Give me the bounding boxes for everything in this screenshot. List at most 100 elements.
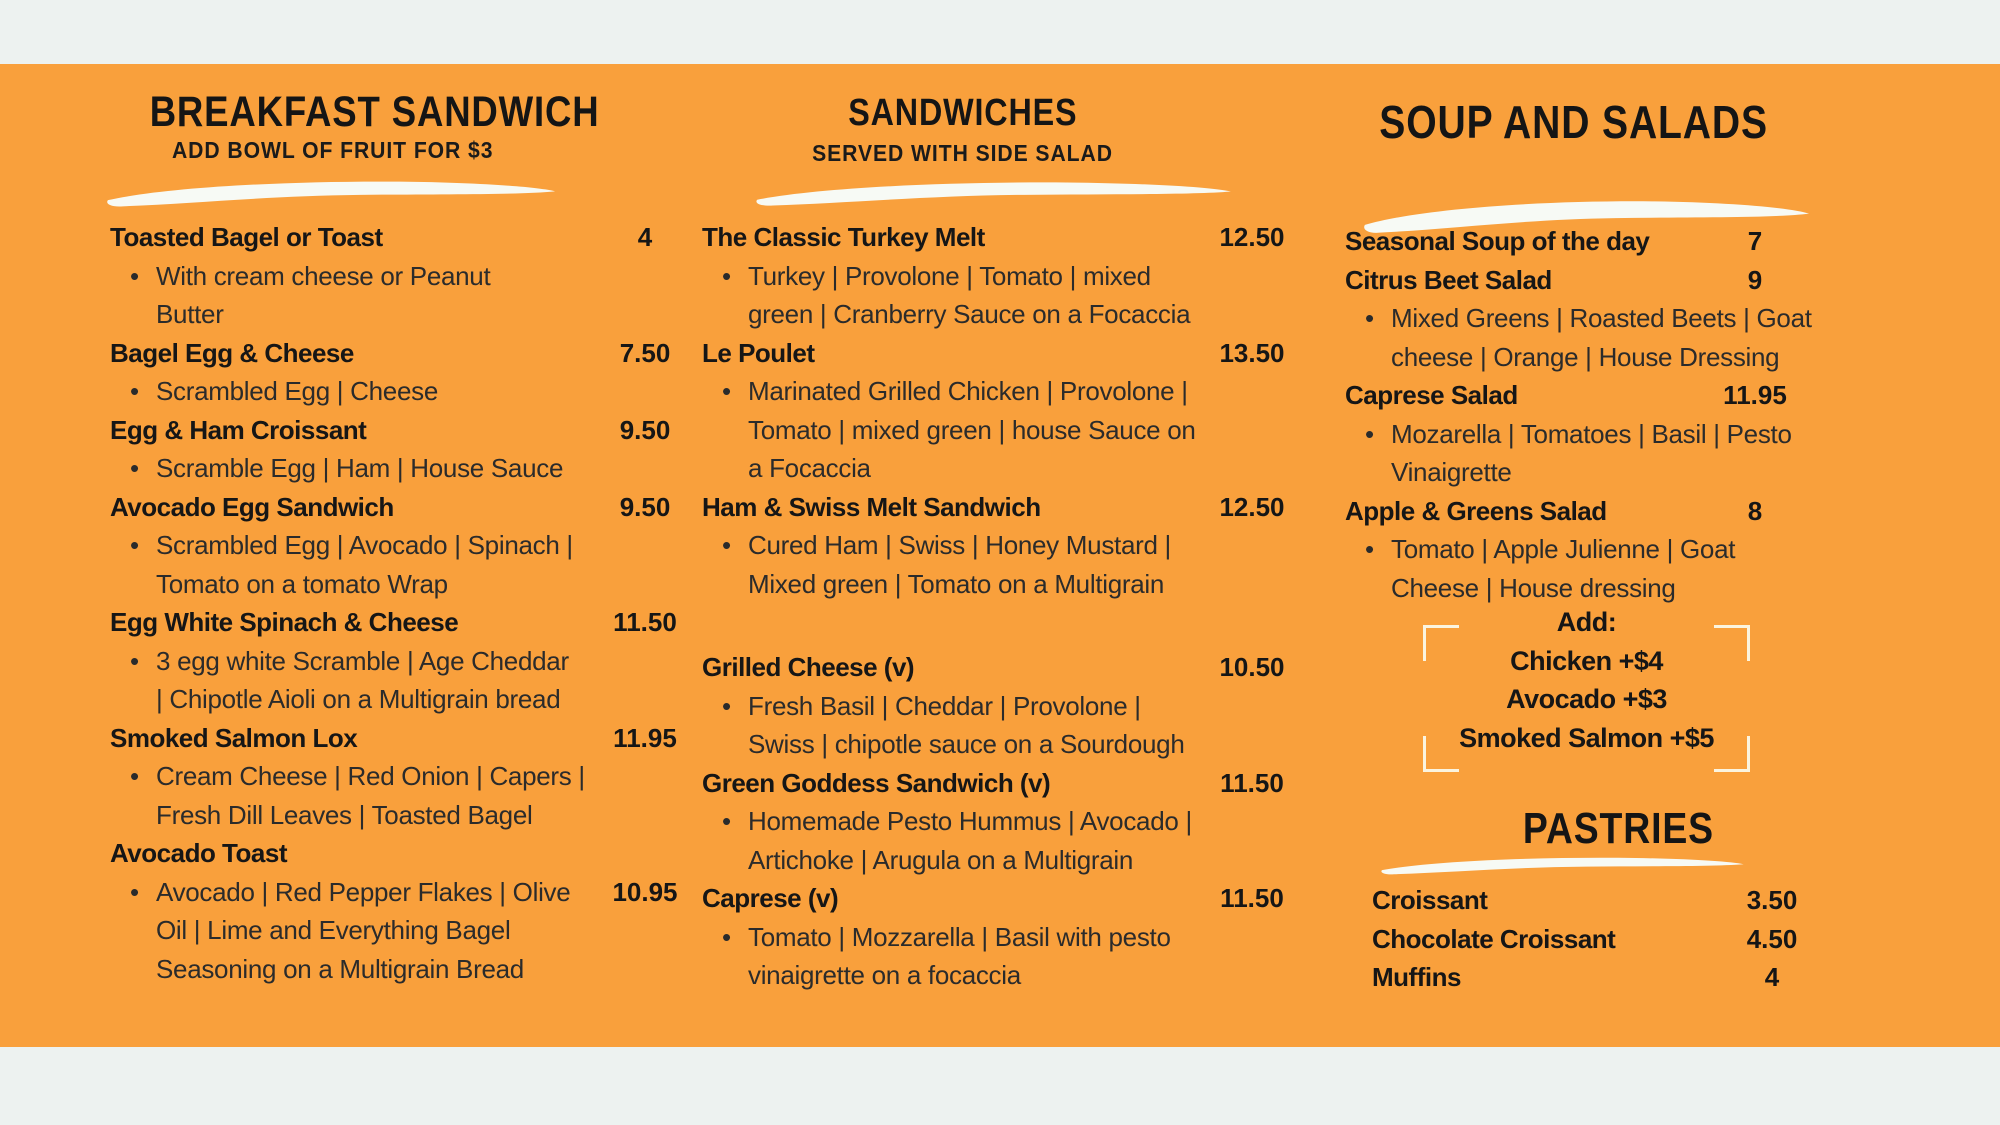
add-on-option: Chicken +$4 xyxy=(1510,645,1663,676)
item-price: 3.50 xyxy=(1746,885,1798,915)
item-name: Egg & Ham Croissant xyxy=(110,414,367,445)
add-ons-label: Add: xyxy=(1556,607,1617,637)
description-line: Fresh Basil | Cheddar | Provolone | xyxy=(722,687,1280,726)
item-name: Ham & Swiss Melt Sandwich xyxy=(702,491,1041,522)
description-line: With cream cheese or Peanut xyxy=(130,257,675,296)
item-name: Bagel Egg & Cheese xyxy=(110,337,354,368)
bracket-corner-icon xyxy=(1423,625,1459,661)
description-line: Artichoke | Arugula on a Multigrain xyxy=(748,844,1134,875)
description-line: Fresh Dill Leaves | Toasted Bagel xyxy=(156,799,533,830)
item-price: 7.50 xyxy=(619,337,671,368)
item-description: Avocado | Red Pepper Flakes | Olive Oil … xyxy=(110,873,675,989)
menu-item: Croissant 3.50 xyxy=(1372,881,1842,920)
description-line: Oil | Lime and Everything Bagel xyxy=(156,915,511,945)
breakfast-item-list: Toasted Bagel or Toast 4 With cream chees… xyxy=(110,218,678,989)
item-description: Turkey | Provolone | Tomato | mixed gree… xyxy=(702,257,1280,334)
description-line: Homemade Pesto Hummus | Avocado | xyxy=(722,802,1280,841)
item-description: With cream cheese or Peanut Butter xyxy=(110,257,675,334)
menu-item: Chocolate Croissant 4.50 xyxy=(1372,920,1842,959)
description-line: Vinaigrette xyxy=(1391,457,1512,487)
description-line: Tomato | Mozzarella | Basil with pesto xyxy=(722,918,1280,957)
item-price: 4.50 xyxy=(1746,923,1798,954)
menu-item: Grilled Cheese (v) 10.50 Fresh Basil | Ch… xyxy=(702,648,1285,764)
item-name: The Classic Turkey Melt xyxy=(702,222,985,252)
item-description: Tomato | Apple Julienne | Goat Cheese | … xyxy=(1345,530,1810,607)
description-line: Tomato | Apple Julienne | Goat xyxy=(1365,530,1810,569)
description-line: Mixed Greens | Roasted Beets | Goat xyxy=(1365,299,1812,338)
item-name: Smoked Salmon Lox xyxy=(110,722,358,753)
description-line: Mixed green | Tomato on a Multigrain xyxy=(748,568,1165,599)
description-line: Butter xyxy=(156,299,224,329)
description-line: 3 egg white Scramble | Age Cheddar xyxy=(130,642,675,681)
menu-item: Muffins 4 xyxy=(1372,958,1842,997)
sandwiches-section-title: SANDWICHES xyxy=(847,92,1078,134)
item-description: Scrambled Egg | Avocado | Spinach | Toma… xyxy=(110,526,675,603)
item-description: Fresh Basil | Cheddar | Provolone | Swis… xyxy=(702,687,1280,764)
item-name: Egg White Spinach & Cheese xyxy=(110,607,459,637)
item-name: Toasted Bagel or Toast xyxy=(110,222,383,252)
item-name: Croissant xyxy=(1372,885,1488,915)
brush-underline xyxy=(1381,857,1744,875)
item-price: 8 xyxy=(1747,495,1763,526)
sandwiches-item-list: The Classic Turkey Melt 12.50 Turkey | Pr… xyxy=(702,218,1285,995)
item-description: Marinated Grilled Chicken | Provolone | … xyxy=(702,372,1280,488)
menu-item: Citrus Beet Salad 9 Mixed Greens | Roaste… xyxy=(1345,261,1812,377)
bottom-margin-band xyxy=(0,1047,2000,1125)
item-name: Caprese (v) xyxy=(702,883,839,913)
item-price: 4 xyxy=(637,222,653,252)
menu-item: Toasted Bagel or Toast 4 With cream chees… xyxy=(110,218,675,334)
sandwiches-section-subtitle: SERVED WITH SIDE SALAD xyxy=(812,140,1113,166)
description-line: Tomato on a tomato Wrap xyxy=(156,568,448,599)
item-description: Mozarella | Tomatoes | Basil | Pesto Vin… xyxy=(1345,415,1810,492)
menu-item: Egg & Ham Croissant 9.50 Scramble Egg | H… xyxy=(110,411,675,488)
description-line: Scrambled Egg | Cheese xyxy=(130,372,675,411)
item-name: Avocado Egg Sandwich xyxy=(110,491,394,522)
item-name: Muffins xyxy=(1372,962,1461,992)
item-name: Grilled Cheese (v) xyxy=(702,652,915,682)
description-line: Scrambled Egg | Avocado | Spinach | xyxy=(130,526,675,565)
item-description: Scrambled Egg | Cheese xyxy=(110,372,675,411)
description-line: Scramble Egg | Ham | House Sauce xyxy=(130,449,675,488)
pastries-item-list: Croissant 3.50 Chocolate Croissant 4.50 Mu… xyxy=(1372,881,1842,997)
description-line: Cured Ham | Swiss | Honey Mustard | xyxy=(722,526,1280,565)
menu-item: Apple & Greens Salad 8 Tomato | Apple Jul… xyxy=(1345,492,1810,608)
item-name: Caprese Salad xyxy=(1345,380,1518,410)
item-name: Green Goddess Sandwich (v) xyxy=(702,767,1051,798)
description-line: Tomato | mixed green | house Sauce on xyxy=(748,414,1196,445)
item-description: Cream Cheese | Red Onion | Capers | Fres… xyxy=(110,757,675,834)
menu-item: Egg White Spinach & Cheese 11.50 3 egg wh… xyxy=(110,603,677,719)
description-line: Swiss | chipotle sauce on a Sourdough xyxy=(748,729,1185,759)
description-line: Marinated Grilled Chicken | Provolone | xyxy=(722,372,1280,411)
section-spacer xyxy=(702,603,1280,648)
soup-salads-item-list: Seasonal Soup of the day 7 Citrus Beet Sa… xyxy=(1345,222,1812,608)
menu-item: Caprese (v) 11.50 Tomato | Mozzarella | B… xyxy=(702,879,1284,995)
item-price: 11.50 xyxy=(1220,767,1284,798)
brush-underline xyxy=(756,182,1231,206)
item-description: Cured Ham | Swiss | Honey Mustard | Mixe… xyxy=(702,526,1280,603)
item-description: 3 egg white Scramble | Age Cheddar | Chi… xyxy=(110,642,675,719)
description-line: cheese | Orange | House Dressing xyxy=(1391,341,1780,372)
item-price: 9 xyxy=(1747,264,1763,295)
menu-item: Le Poulet 13.50 Marinated Grilled Chicken… xyxy=(702,334,1285,488)
menu-item: Avocado Egg Sandwich 9.50 Scrambled Egg |… xyxy=(110,488,675,604)
description-line: Mozarella | Tomatoes | Basil | Pesto xyxy=(1365,415,1810,454)
item-description: Scramble Egg | Ham | House Sauce xyxy=(110,449,675,488)
brush-underline xyxy=(107,181,556,207)
description-line: Avocado | Red Pepper Flakes | Olive xyxy=(130,873,675,912)
item-price: 7 xyxy=(1747,226,1763,256)
description-line: Turkey | Provolone | Tomato | mixed xyxy=(722,257,1280,296)
item-price: 13.50 xyxy=(1219,337,1285,368)
bracket-corner-icon xyxy=(1423,736,1459,772)
item-price: 11.95 xyxy=(613,722,677,753)
item-price: 12.50 xyxy=(1219,491,1285,522)
description-line: | Chipotle Aioli on a Multigrain bread xyxy=(156,684,561,714)
add-on-option: Smoked Salmon +$5 xyxy=(1459,722,1714,753)
menu-item: Smoked Salmon Lox 11.95 Cream Cheese | Re… xyxy=(110,719,677,835)
item-description: Homemade Pesto Hummus | Avocado | Artich… xyxy=(702,802,1280,879)
menu-item: The Classic Turkey Melt 12.50 Turkey | Pr… xyxy=(702,218,1285,334)
description-line: Cream Cheese | Red Onion | Capers | xyxy=(130,757,675,796)
item-name: Le Poulet xyxy=(702,337,815,368)
menu-item: Caprese Salad 11.95 Mozarella | Tomatoes … xyxy=(1345,376,1810,492)
